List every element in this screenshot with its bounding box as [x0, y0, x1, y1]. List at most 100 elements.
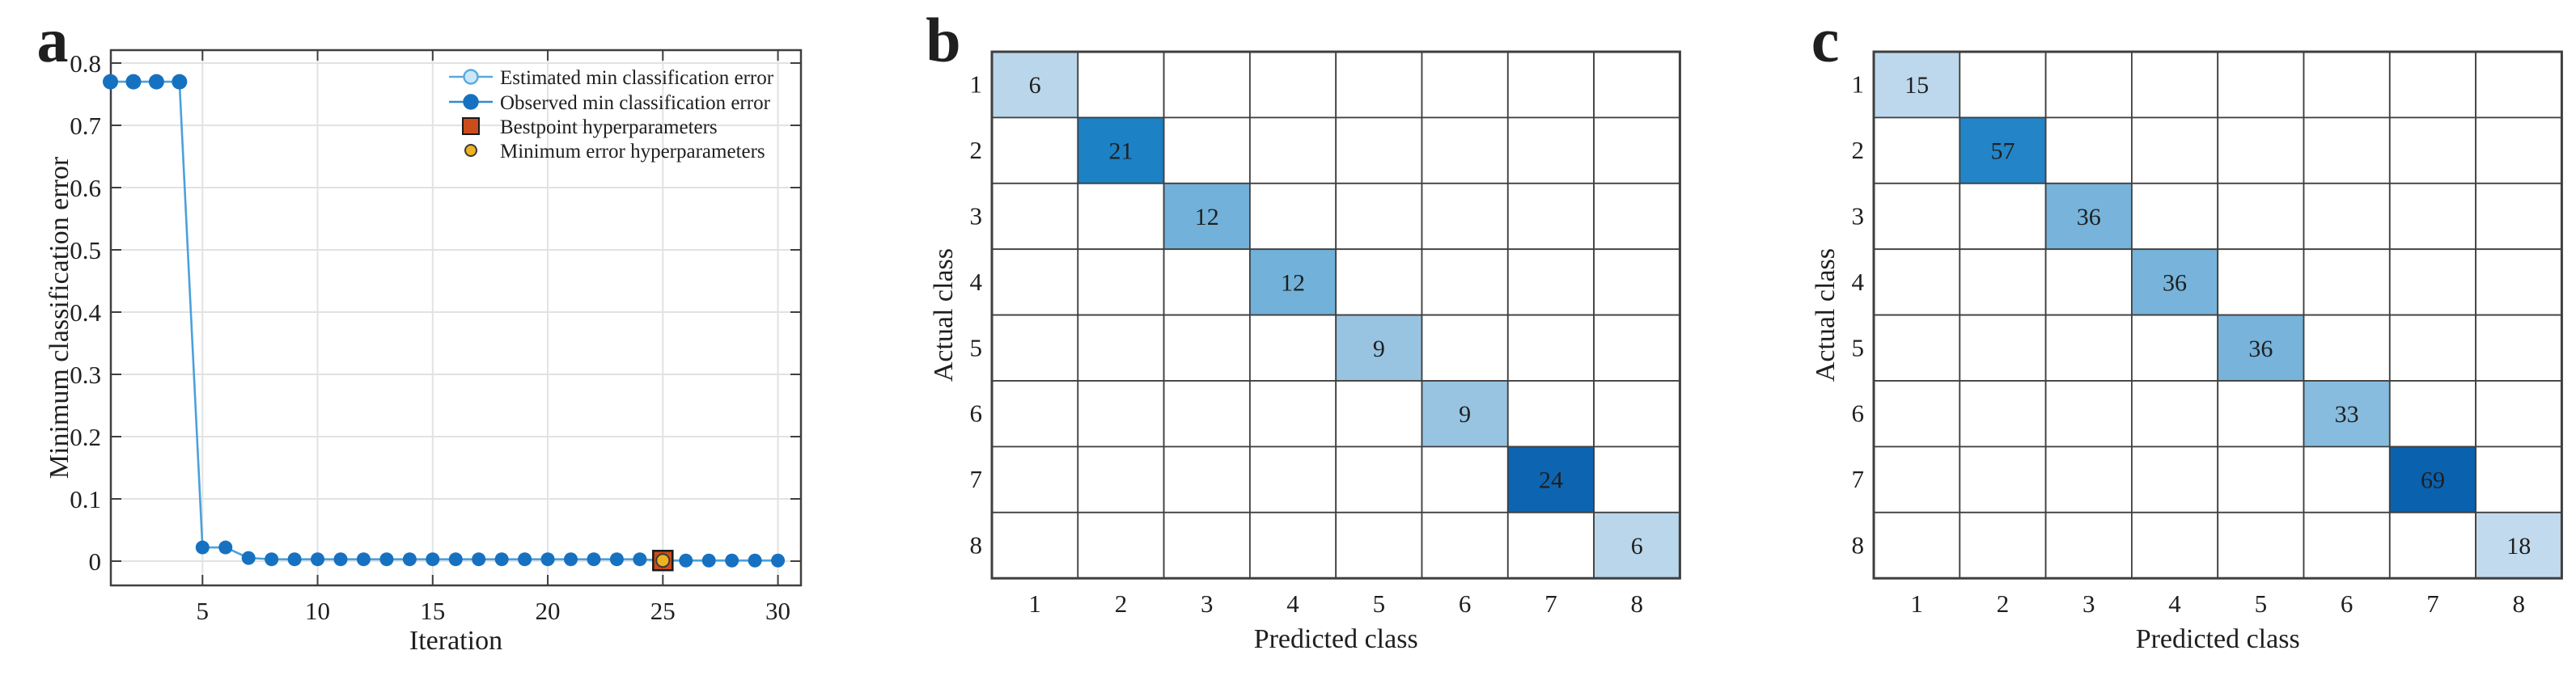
observed-error-point [218, 540, 233, 555]
row-label: 5 [970, 333, 983, 361]
row-label: 3 [1852, 202, 1865, 230]
row-label: 1 [1852, 70, 1865, 99]
matrix-cell [2044, 248, 2133, 316]
legend-square-icon [462, 117, 480, 135]
column-label: 3 [1201, 589, 1214, 618]
column-label: 2 [1997, 589, 2010, 618]
matrix-cell [1163, 511, 1251, 580]
matrix-cell [1077, 182, 1165, 251]
matrix-cell [2388, 116, 2476, 184]
matrix-cell [1959, 380, 2047, 448]
matrix-cell [1959, 314, 2047, 382]
matrix-cell [2217, 182, 2305, 251]
y-axis-label: Actual class [1811, 248, 1841, 382]
matrix-cell [1421, 116, 1509, 184]
x-tick-label: 5 [197, 597, 210, 625]
matrix-border [990, 50, 1681, 580]
matrix-cell [1163, 116, 1251, 184]
matrix-cell [1959, 446, 2047, 513]
column-label: 1 [1910, 589, 1923, 618]
cell-value: 6 [1029, 72, 1041, 99]
matrix-cell [2044, 380, 2133, 448]
matrix-cell [2044, 51, 2133, 119]
cell-value: 9 [1373, 336, 1385, 362]
matrix-cell [1593, 182, 1681, 251]
observed-error-point [172, 74, 188, 90]
matrix-cell [1593, 380, 1681, 448]
matrix-cell [1506, 116, 1595, 184]
matrix-cell [2217, 248, 2305, 316]
matrix-cell [1506, 182, 1595, 251]
matrix-cell [991, 248, 1079, 316]
matrix-cell [1163, 446, 1251, 513]
matrix-cell [2044, 314, 2133, 382]
matrix-cell [991, 182, 1079, 251]
matrix-cell [1248, 511, 1337, 580]
x-axis-label: Predicted class [1254, 624, 1418, 654]
matrix-cell [1959, 511, 2047, 580]
cell-value: 69 [2421, 467, 2445, 494]
matrix-cell [1873, 182, 1961, 251]
observed-error-point [564, 552, 578, 567]
matrix-cell [2044, 446, 2133, 513]
cell-value: 36 [2077, 204, 2101, 230]
legend-item-label: Observed min classification error [500, 92, 771, 114]
column-label: 5 [1373, 589, 1386, 618]
observed-error-point [633, 552, 647, 567]
matrix-cell [1593, 248, 1681, 316]
matrix-cell [1335, 51, 1423, 119]
observed-error-point [287, 552, 302, 567]
row-label: 6 [1852, 399, 1865, 428]
minimum-error-marker [655, 553, 671, 568]
observed-error-point [195, 540, 210, 555]
y-tick-label: 0.7 [70, 112, 101, 140]
matrix-cell [991, 446, 1079, 513]
observed-error-point [587, 552, 601, 567]
cell-value: 9 [1459, 401, 1471, 428]
cell-value: 18 [2506, 533, 2531, 560]
matrix-cell [2388, 51, 2476, 119]
matrix-cell [2388, 314, 2476, 382]
matrix-cell [1077, 511, 1165, 580]
matrix-cell [1506, 511, 1595, 580]
diagonal-cell [2217, 314, 2305, 382]
cell-value: 15 [1904, 72, 1929, 99]
matrix-cell [1077, 51, 1165, 119]
y-tick-label: 0.2 [70, 423, 101, 451]
y-tick-label: 0.3 [70, 361, 101, 389]
observed-error-point [265, 552, 279, 567]
cell-value: 21 [1108, 138, 1133, 165]
matrix-cell [1335, 446, 1423, 513]
matrix-cell [1163, 248, 1251, 316]
matrix-cell [1873, 446, 1961, 513]
matrix-cell [991, 116, 1079, 184]
observed-error-point [609, 552, 624, 567]
matrix-cell [2131, 51, 2219, 119]
matrix-cell [1421, 182, 1509, 251]
matrix-cell [1593, 446, 1681, 513]
diagonal-cell [991, 51, 1079, 119]
row-label: 8 [970, 531, 983, 560]
matrix-cell [1506, 248, 1595, 316]
column-label: 4 [1286, 589, 1299, 618]
panel-letter-a: a [37, 5, 69, 75]
cell-value: 57 [1990, 138, 2015, 165]
row-label: 7 [1852, 465, 1865, 493]
matrix-cell [2217, 511, 2305, 580]
row-label: 7 [970, 465, 983, 493]
y-axis-label: Minimum classification error [44, 156, 74, 479]
matrix-cell [1873, 248, 1961, 316]
row-label: 2 [970, 136, 983, 164]
matrix-cell [1506, 51, 1595, 119]
legend-item-label: Minimum error hyperparameters [500, 141, 765, 163]
matrix-cell [1077, 380, 1165, 448]
axes-box [109, 49, 803, 587]
matrix-cell [2131, 511, 2219, 580]
diagonal-cell [2044, 182, 2133, 251]
column-label: 6 [2341, 589, 2354, 618]
matrix-cell [2131, 116, 2219, 184]
diagonal-cell [1593, 511, 1681, 580]
row-label: 6 [970, 399, 983, 428]
matrix-cell [2303, 248, 2391, 316]
